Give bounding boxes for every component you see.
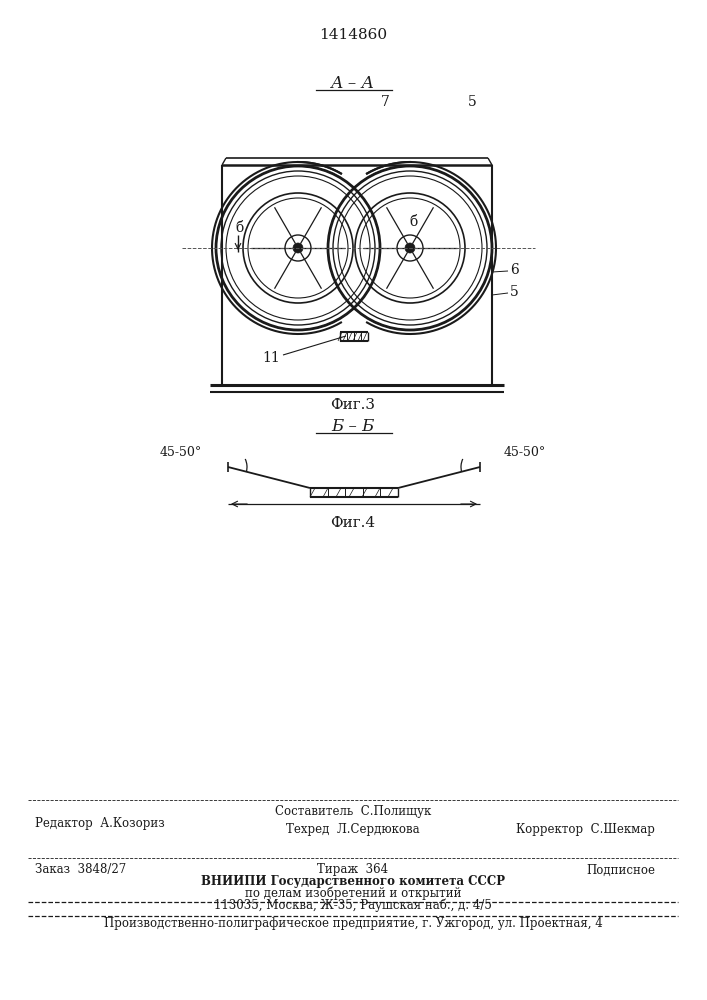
- Text: Б – Б: Б – Б: [332, 418, 375, 435]
- Text: 6: 6: [510, 263, 519, 277]
- Text: Техред  Л.Сердюкова: Техред Л.Сердюкова: [286, 824, 420, 836]
- Text: Корректор  С.Шекмар: Корректор С.Шекмар: [516, 824, 655, 836]
- Text: 5: 5: [510, 285, 519, 299]
- Text: ВНИИПИ Государственного комитета СССР: ВНИИПИ Государственного комитета СССР: [201, 874, 505, 888]
- Text: Составитель  С.Полищук: Составитель С.Полищук: [275, 806, 431, 818]
- Text: б: б: [409, 215, 417, 229]
- Text: Подписное: Подписное: [586, 863, 655, 876]
- Text: 113035, Москва, Ж-35, Раушская наб., д. 4/5: 113035, Москва, Ж-35, Раушская наб., д. …: [214, 898, 492, 912]
- Text: 7: 7: [380, 95, 390, 109]
- Text: по делам изобретений и открытий: по делам изобретений и открытий: [245, 886, 461, 900]
- Text: Тираж  364: Тираж 364: [317, 863, 389, 876]
- Text: Заказ  3848/27: Заказ 3848/27: [35, 863, 127, 876]
- Circle shape: [293, 243, 303, 253]
- Text: б: б: [235, 221, 244, 235]
- Text: Фиг.3: Фиг.3: [330, 398, 375, 412]
- Text: 11: 11: [262, 351, 280, 365]
- Text: Редактор  А.Козориз: Редактор А.Козориз: [35, 816, 165, 830]
- Text: 1414860: 1414860: [319, 28, 387, 42]
- Text: 45-50°: 45-50°: [160, 446, 202, 460]
- Text: 45-50°: 45-50°: [504, 446, 547, 460]
- Text: Фиг.4: Фиг.4: [330, 516, 375, 530]
- Text: 5: 5: [467, 95, 477, 109]
- Text: Производственно-полиграфическое предприятие, г. Ужгород, ул. Проектная, 4: Производственно-полиграфическое предприя…: [104, 916, 602, 930]
- Circle shape: [405, 243, 415, 253]
- Text: А – А: А – А: [331, 75, 375, 92]
